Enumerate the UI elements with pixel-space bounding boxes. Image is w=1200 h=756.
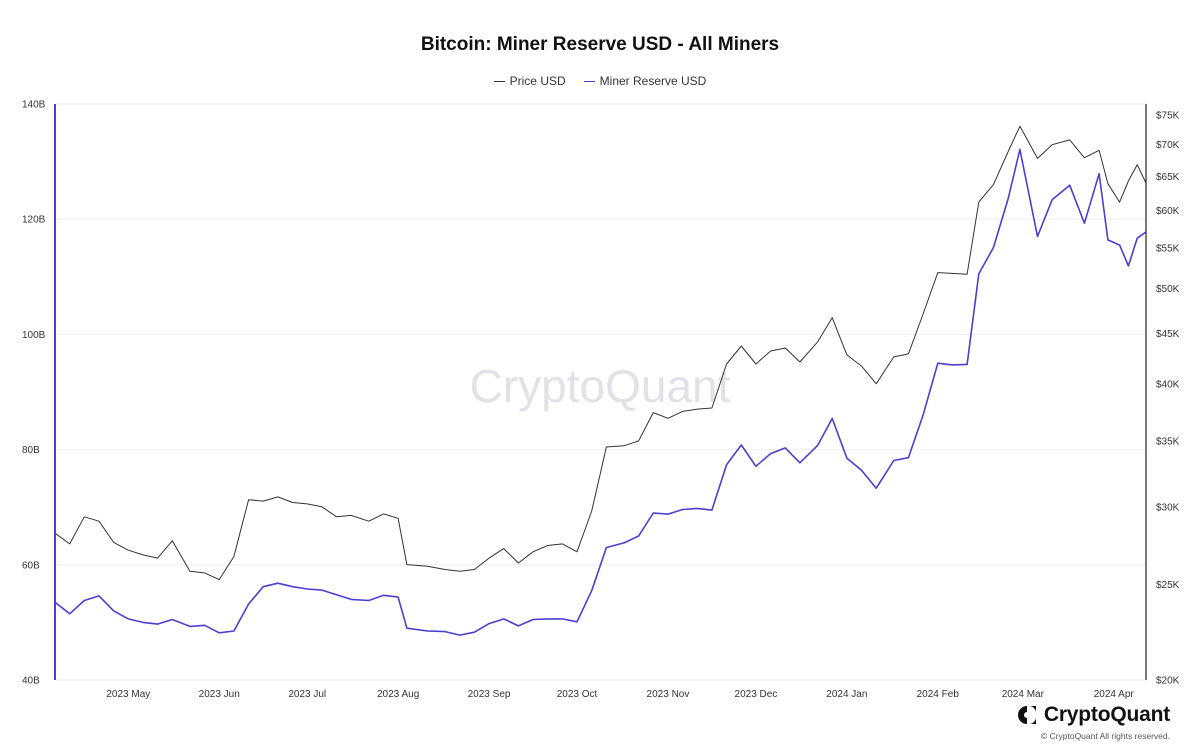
y-left-tick-label: 140B bbox=[22, 100, 46, 111]
y-right-tick-label: $30K bbox=[1156, 502, 1180, 513]
y-left-tick-label: 80B bbox=[22, 445, 40, 456]
y-right-tick-label: $40K bbox=[1156, 379, 1180, 390]
series-line-miner-reserve bbox=[54, 148, 1147, 636]
x-tick-label: 2023 Nov bbox=[647, 689, 690, 700]
y-left-tick-label: 60B bbox=[22, 560, 40, 571]
brand-name: CryptoQuant bbox=[1043, 703, 1170, 726]
series-line-price bbox=[54, 125, 1147, 581]
watermark: CryptoQuant bbox=[470, 360, 731, 412]
y-right-tick-label: $60K bbox=[1156, 206, 1180, 217]
y-right-tick-labels: $20K $25K $30K $35K $40K $45K $50K $55K $60K $65K… bbox=[1156, 111, 1180, 687]
x-tick-labels: 2023 May 2023 Jun 2023 Jul 2023 Aug 2023 Sep… bbox=[106, 689, 1134, 700]
x-tick-label: 2023 Sep bbox=[468, 689, 511, 700]
y-left-tick-label: 40B bbox=[22, 676, 40, 687]
copyright: © CryptoQuant All rights reserved. bbox=[1040, 731, 1170, 741]
x-tick-label: 2023 Jul bbox=[288, 689, 326, 700]
y-left-tick-labels: 40B 60B 80B 100B 120B 140B bbox=[22, 100, 46, 687]
legend-label-miner-reserve: Miner Reserve USD bbox=[599, 74, 707, 88]
x-tick-label: 2023 Oct bbox=[557, 689, 598, 700]
y-left-tick-label: 100B bbox=[22, 330, 46, 341]
y-right-tick-label: $35K bbox=[1156, 436, 1180, 447]
y-right-tick-label: $20K bbox=[1156, 676, 1180, 687]
y-right-tick-label: $70K bbox=[1156, 140, 1180, 151]
brand-logo: CryptoQuant bbox=[1016, 703, 1170, 727]
y-right-tick-label: $55K bbox=[1156, 243, 1180, 254]
legend: Price USD Miner Reserve USD bbox=[0, 74, 1200, 88]
x-tick-label: 2024 Feb bbox=[917, 689, 960, 700]
legend-label-price: Price USD bbox=[509, 74, 566, 88]
x-tick-label: 2023 May bbox=[106, 689, 150, 700]
legend-item-price[interactable]: Price USD bbox=[493, 74, 566, 88]
y-right-tick-label: $75K bbox=[1156, 111, 1180, 122]
legend-swatch-price bbox=[493, 80, 505, 82]
x-tick-label: 2023 Aug bbox=[377, 689, 419, 700]
legend-item-miner-reserve[interactable]: Miner Reserve USD bbox=[583, 74, 707, 88]
gridlines bbox=[55, 103, 1146, 681]
x-tick-label: 2024 Jan bbox=[826, 689, 867, 700]
x-tick-label: 2023 Jun bbox=[199, 689, 240, 700]
legend-swatch-miner-reserve bbox=[583, 80, 595, 82]
y-right-tick-label: $50K bbox=[1156, 284, 1180, 295]
y-right-tick-label: $65K bbox=[1156, 172, 1180, 183]
cryptoquant-logo-icon bbox=[1017, 706, 1036, 724]
y-right-tick-label: $45K bbox=[1156, 329, 1180, 340]
series-lines bbox=[54, 125, 1147, 636]
y-left-tick-label: 120B bbox=[22, 215, 46, 226]
x-tick-label: 2023 Dec bbox=[735, 689, 778, 700]
y-right-tick-label: $25K bbox=[1156, 580, 1180, 591]
chart-title: Bitcoin: Miner Reserve USD - All Miners bbox=[420, 34, 780, 55]
x-tick-label: 2024 Apr bbox=[1094, 689, 1135, 700]
x-tick-label: 2024 Mar bbox=[1002, 689, 1045, 700]
